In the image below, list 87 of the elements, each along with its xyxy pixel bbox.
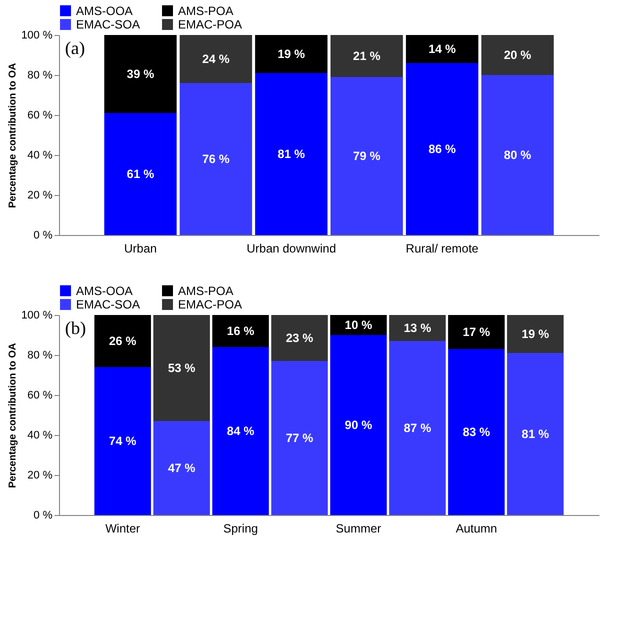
y-tick-label: 40 % <box>27 430 53 442</box>
legend-label: EMAC-SOA <box>76 18 140 32</box>
y-tick-label: 60 % <box>27 110 53 122</box>
x-tick-label: Summer <box>336 522 382 536</box>
bar <box>271 315 328 361</box>
bar <box>153 315 210 421</box>
data-label: 47 % <box>168 461 196 475</box>
legend-label: EMAC-POA <box>178 298 242 312</box>
data-label: 17 % <box>462 325 490 339</box>
data-label: 10 % <box>344 318 372 332</box>
data-label: 83 % <box>462 425 490 439</box>
legend-label: AMS-OOA <box>76 284 133 298</box>
bar <box>104 113 177 235</box>
legend-label: AMS-POA <box>178 4 234 18</box>
y-tick-label: 20 % <box>27 190 53 202</box>
data-label: 19 % <box>278 47 306 61</box>
bar <box>406 63 478 235</box>
bar <box>212 315 269 347</box>
data-label: 76 % <box>202 152 230 166</box>
y-axis-title: Percentage contribution to OA <box>7 342 18 488</box>
bar <box>448 315 505 349</box>
bar <box>389 315 446 341</box>
data-label: 23 % <box>286 331 314 345</box>
legend-label: AMS-OOA <box>76 4 133 18</box>
data-label: 13 % <box>404 321 432 335</box>
data-label: 16 % <box>226 324 255 338</box>
data-label: 87 % <box>404 421 432 435</box>
bar <box>255 73 328 235</box>
data-label: 61 % <box>126 167 154 181</box>
data-label: 84 % <box>226 424 255 438</box>
data-label: 14 % <box>428 42 456 56</box>
bar <box>94 315 151 367</box>
y-tick-label: 80 % <box>27 70 53 82</box>
bar <box>406 35 478 63</box>
bar <box>255 35 328 73</box>
bar <box>180 83 252 235</box>
data-label: 19 % <box>522 327 550 341</box>
data-label: 81 % <box>278 147 306 161</box>
y-tick-label: 20 % <box>27 470 53 482</box>
data-label: 53 % <box>168 361 196 375</box>
bar <box>330 335 387 515</box>
x-tick-label: Winter <box>105 522 140 536</box>
bar <box>481 75 554 235</box>
data-label: 77 % <box>286 431 314 445</box>
bar <box>330 35 403 77</box>
legend-label: EMAC-POA <box>178 18 242 32</box>
data-label: 21 % <box>353 49 381 63</box>
x-tick-label: Urban <box>124 242 157 256</box>
bar <box>507 353 564 515</box>
data-label: 86 % <box>428 142 456 156</box>
x-tick-label: Autumn <box>456 522 498 536</box>
bar <box>212 347 269 515</box>
bar <box>104 35 177 113</box>
x-tick-label: Rural/ remote <box>406 242 479 256</box>
data-label: 74 % <box>108 434 137 448</box>
data-label: 81 % <box>522 427 550 441</box>
y-tick-label: 60 % <box>27 390 53 402</box>
data-label: 20 % <box>504 48 532 62</box>
bar <box>271 361 328 515</box>
bar <box>330 77 403 235</box>
y-tick-label: 0 % <box>34 230 53 242</box>
y-tick-label: 40 % <box>27 150 53 162</box>
data-label: 39 % <box>126 67 154 81</box>
y-tick-label: 0 % <box>34 510 53 522</box>
bar <box>153 421 210 515</box>
bar <box>180 35 252 83</box>
data-label: 80 % <box>504 148 532 162</box>
bar <box>507 315 564 353</box>
x-tick-label: Urban downwind <box>246 242 336 256</box>
x-tick-label: Spring <box>223 522 258 536</box>
bar <box>94 367 151 515</box>
legend-label: AMS-POA <box>178 284 234 298</box>
bar <box>330 315 387 335</box>
bar <box>389 341 446 515</box>
y-axis-title: Percentage contribution to OA <box>7 62 18 208</box>
annotation: (a) <box>65 38 85 58</box>
annotation: (b) <box>65 318 86 338</box>
y-tick-label: 100 % <box>21 30 53 42</box>
data-label: 79 % <box>353 149 381 163</box>
data-label: 26 % <box>108 334 137 348</box>
data-label: 24 % <box>202 52 230 66</box>
legend-label: EMAC-SOA <box>76 298 140 312</box>
bar <box>448 349 505 515</box>
data-label: 90 % <box>344 418 372 432</box>
y-tick-label: 100 % <box>21 310 53 322</box>
y-tick-label: 80 % <box>27 350 53 362</box>
bar <box>481 35 554 75</box>
